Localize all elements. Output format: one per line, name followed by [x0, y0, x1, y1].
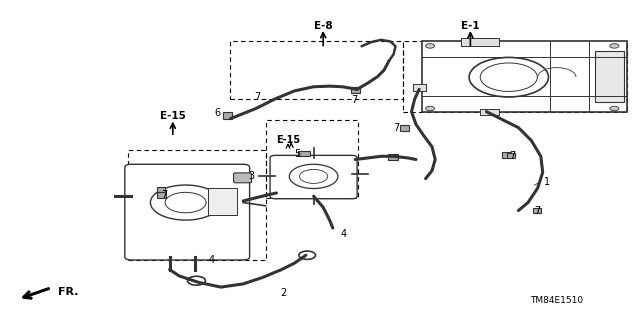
Text: 7: 7: [161, 189, 167, 200]
Bar: [223, 112, 232, 119]
Bar: [298, 151, 310, 156]
Circle shape: [426, 44, 435, 48]
Bar: [413, 84, 426, 91]
Bar: [461, 38, 499, 46]
Text: 2: 2: [280, 288, 287, 298]
Text: 4: 4: [208, 255, 214, 265]
Bar: [502, 152, 511, 158]
Circle shape: [610, 44, 619, 48]
Text: E-8: E-8: [314, 20, 333, 31]
Bar: [208, 188, 237, 215]
Text: 7: 7: [509, 151, 515, 161]
Text: TM84E1510: TM84E1510: [530, 296, 584, 305]
Bar: [351, 87, 360, 93]
Text: 6: 6: [214, 108, 221, 118]
Text: 7: 7: [394, 122, 400, 133]
Text: E-15: E-15: [276, 135, 300, 145]
Bar: [400, 125, 409, 131]
Bar: [388, 154, 398, 160]
Circle shape: [426, 106, 435, 111]
Circle shape: [610, 106, 619, 111]
Text: 7: 7: [351, 95, 357, 105]
Text: 5: 5: [294, 149, 301, 159]
Bar: [480, 109, 499, 115]
Bar: [595, 51, 624, 102]
Text: 7: 7: [534, 205, 541, 216]
Text: 7: 7: [254, 92, 260, 102]
Text: FR.: FR.: [58, 287, 78, 297]
Bar: [507, 153, 515, 158]
FancyBboxPatch shape: [125, 164, 250, 260]
Bar: [422, 41, 627, 112]
Text: E-15: E-15: [160, 111, 186, 122]
FancyBboxPatch shape: [270, 155, 357, 199]
FancyBboxPatch shape: [234, 173, 252, 183]
Bar: [157, 187, 165, 192]
Text: E-1: E-1: [461, 20, 480, 31]
Bar: [157, 192, 166, 198]
Text: 1: 1: [544, 177, 550, 187]
Bar: [533, 208, 541, 213]
Text: 4: 4: [340, 229, 347, 240]
Text: 3: 3: [248, 171, 255, 181]
